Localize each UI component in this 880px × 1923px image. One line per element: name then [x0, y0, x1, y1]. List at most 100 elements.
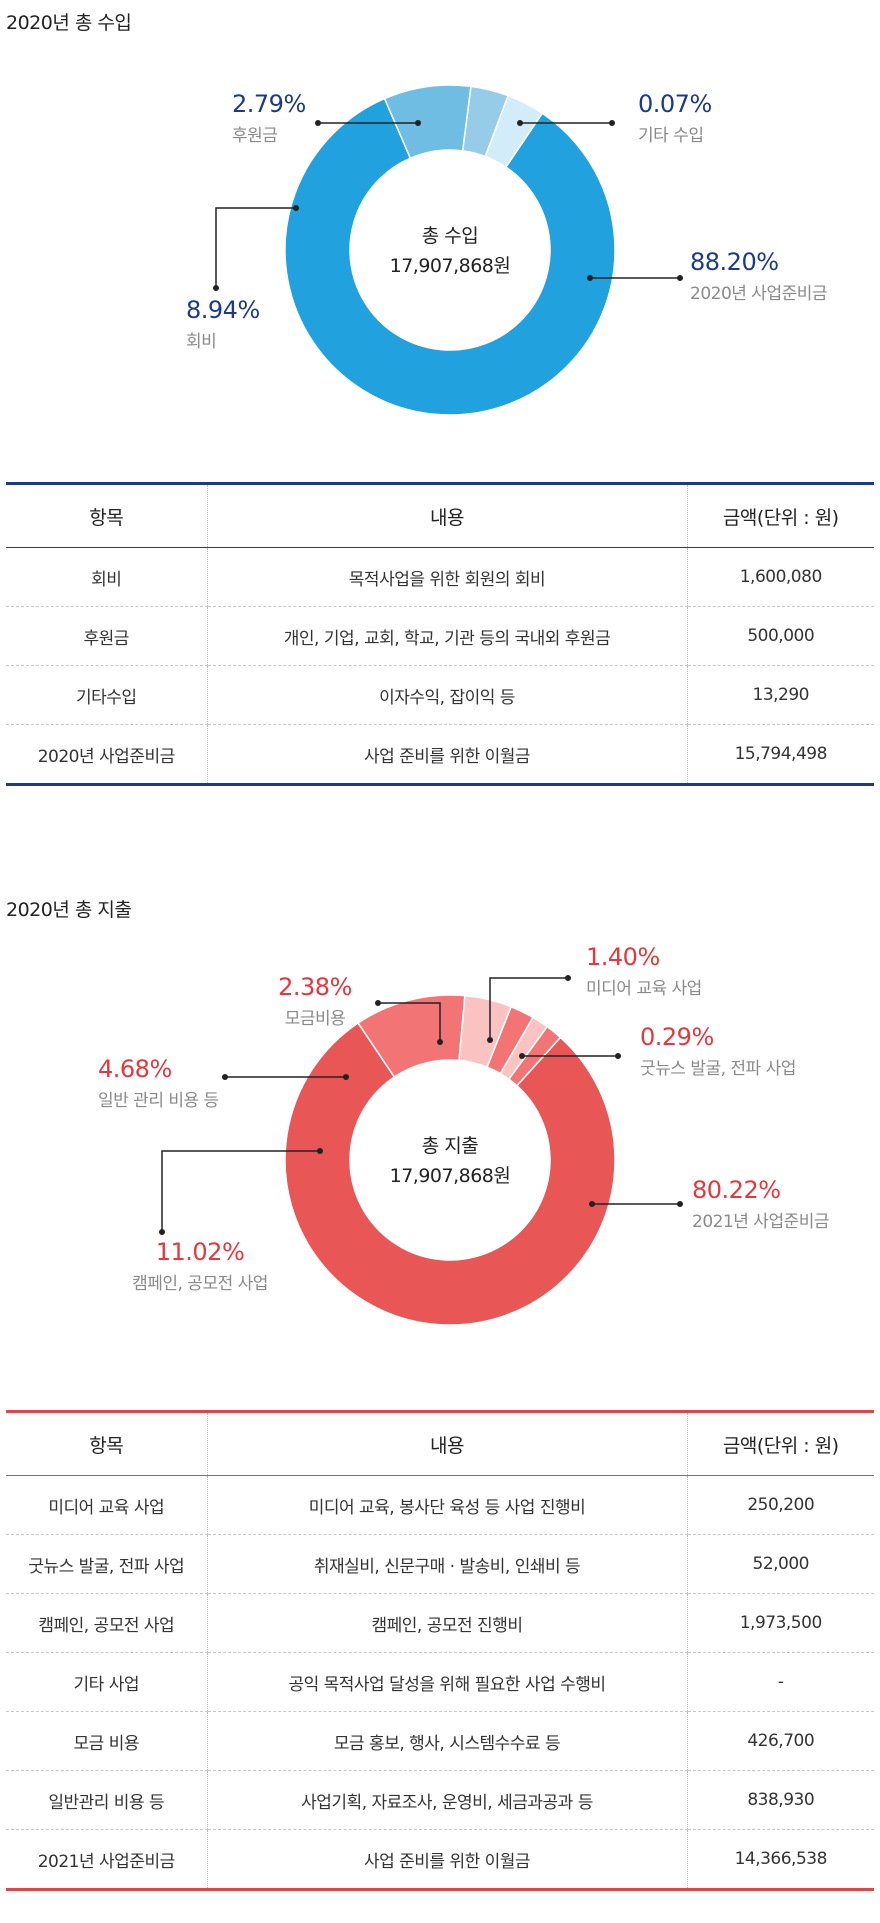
row-item: 후원금: [6, 606, 207, 666]
donut-center-label: 총 수입: [422, 225, 478, 247]
expense-donut-chart: 총 지출 17,907,868원 80.22% 2021년 사업준비금 11.02% 캠페…: [98, 943, 830, 1326]
callout-dot: [159, 1229, 165, 1235]
callout-dot: [375, 1000, 381, 1006]
callout-dot: [609, 120, 615, 126]
row-content: 목적사업을 위한 회원의 회비: [206, 547, 687, 607]
donut-slice: [484, 94, 544, 169]
row-content: 모금 홍보, 행사, 시스템수수료 등: [206, 1711, 687, 1771]
slice-name-label: 2021년 사업준비금: [692, 1212, 829, 1232]
expense-section-title: 2020년 총 지출: [6, 899, 132, 921]
row-content: 사업 준비를 위한 이월금: [206, 724, 687, 785]
row-content: 미디어 교육, 봉사단 육성 등 사업 진행비: [206, 1475, 687, 1535]
row-content: 캠페인, 공모전 진행비: [206, 1593, 687, 1653]
callout-line: [378, 1002, 441, 1042]
callout-dot: [317, 1148, 323, 1154]
callout-dot: [293, 205, 299, 211]
row-amount: 500,000: [686, 606, 874, 666]
row-item: 일반관리 비용 등: [6, 1770, 207, 1830]
row-item: 굿뉴스 발굴, 전파 사업: [6, 1534, 207, 1594]
row-content: 이자수익, 잡이익 등: [206, 665, 687, 725]
row-content: 공익 목적사업 달성을 위해 필요한 사업 수행비: [206, 1652, 687, 1712]
row-item: 기타 사업: [6, 1652, 207, 1712]
table-row: 2020년 사업준비금 사업 준비를 위한 이월금 15,794,498: [6, 724, 874, 785]
row-amount: 1,600,080: [686, 547, 874, 607]
header-item: 항목: [89, 1434, 124, 1457]
callout-dot: [517, 120, 523, 126]
row-amount: 1,973,500: [686, 1593, 874, 1653]
row-amount: 14,366,538: [686, 1829, 874, 1890]
callout-dot: [222, 1074, 228, 1080]
callout-dot: [437, 1039, 443, 1045]
callout-dot: [519, 1053, 525, 1059]
slice-name-label: 기타 수입: [638, 126, 703, 146]
row-amount: 13,290: [686, 665, 874, 725]
callout-dot: [487, 1037, 493, 1043]
header-content: 내용: [206, 483, 687, 548]
slice-percent-label: 88.20%: [690, 248, 779, 276]
row-content: 취재실비, 신문구매 · 발송비, 인쇄비 등: [206, 1534, 687, 1594]
callout-dot: [213, 285, 219, 291]
slice-name-label: 회비: [186, 332, 216, 352]
slice-name-label: 굿뉴스 발굴, 전파 사업: [640, 1059, 796, 1079]
donut-slice: [284, 1021, 616, 1326]
table-row: 일반관리 비용 등 사업기획, 자료조사, 운영비, 세금과공과 등 838,9…: [6, 1770, 874, 1830]
slice-name-label: 일반 관리 비용 등: [98, 1091, 219, 1111]
table-row: 기타 사업 공익 목적사업 달성을 위해 필요한 사업 수행비 -: [6, 1652, 874, 1712]
slice-name-label: 2020년 사업준비금: [690, 284, 827, 304]
slice-name-label: 후원금: [232, 126, 277, 146]
slice-percent-label: 8.94%: [186, 296, 260, 324]
callout-dot: [677, 1201, 683, 1207]
income-donut-chart: 총 수입 17,907,868원 88.20% 2020년 사업준비금 8.94% 회비 2…: [186, 84, 828, 416]
callout-dot: [565, 975, 571, 981]
table-row: 미디어 교육 사업 미디어 교육, 봉사단 육성 등 사업 진행비 250,20…: [6, 1475, 874, 1535]
row-amount: 426,700: [686, 1711, 874, 1771]
income-table: 항목 내용 금액(단위 : 원) 회비 목적사업을 위한 회원의 회비 1,60…: [6, 482, 874, 786]
slice-percent-label: 0.29%: [640, 1023, 714, 1051]
callout-dot: [677, 275, 683, 281]
callout-line: [489, 977, 568, 1040]
callout-dot: [587, 275, 593, 281]
slice-percent-label: 80.22%: [692, 1176, 781, 1204]
income-table-header-row: 항목 내용 금액(단위 : 원): [6, 483, 874, 548]
header-content: 내용: [206, 1411, 687, 1476]
row-amount: 52,000: [686, 1534, 874, 1594]
slice-percent-label: 2.79%: [232, 90, 306, 118]
slice-name-label: 모금비용: [285, 1009, 346, 1029]
slice-percent-label: 0.07%: [638, 90, 712, 118]
table-row: 기타수입 이자수익, 잡이익 등 13,290: [6, 665, 874, 725]
table-row: 굿뉴스 발굴, 전파 사업 취재실비, 신문구매 · 발송비, 인쇄비 등 52…: [6, 1534, 874, 1594]
donut-slice: [284, 97, 616, 416]
donut-center-label: 총 지출: [422, 1135, 478, 1157]
row-content: 사업 준비를 위한 이월금: [206, 1829, 687, 1890]
row-item: 기타수입: [6, 665, 207, 725]
row-item: 2020년 사업준비금: [37, 746, 176, 767]
header-item: 항목: [89, 506, 124, 529]
table-row: 캠페인, 공모전 사업 캠페인, 공모전 진행비 1,973,500: [6, 1593, 874, 1653]
row-amount: -: [686, 1652, 874, 1712]
callout-dot: [315, 120, 321, 126]
donut-center-value: 17,907,868원: [390, 255, 511, 277]
expense-table-header-row: 항목 내용 금액(단위 : 원): [6, 1411, 874, 1476]
header-amount: 금액(단위 : 원): [686, 1411, 874, 1476]
callout-dot: [343, 1074, 349, 1080]
callout-dot: [589, 1201, 595, 1207]
table-row: 회비 목적사업을 위한 회원의 회비 1,600,080: [6, 547, 874, 607]
row-item: 2021년 사업준비금: [37, 1851, 176, 1872]
table-row: 모금 비용 모금 홍보, 행사, 시스템수수료 등 426,700: [6, 1711, 874, 1771]
expense-table: 항목 내용 금액(단위 : 원) 미디어 교육 사업 미디어 교육, 봉사단 육…: [6, 1410, 874, 1891]
callout-dot: [615, 1053, 621, 1059]
table-row: 후원금 개인, 기업, 교회, 학교, 기관 등의 국내외 후원금 500,00…: [6, 606, 874, 666]
donut-center-value: 17,907,868원: [390, 1165, 511, 1187]
row-item: 캠페인, 공모전 사업: [6, 1593, 207, 1653]
table-row: 2021년 사업준비금 사업 준비를 위한 이월금 14,366,538: [6, 1829, 874, 1890]
slice-percent-label: 4.68%: [98, 1055, 172, 1083]
income-section-title: 2020년 총 수입: [6, 12, 132, 34]
callout-line: [161, 1150, 320, 1232]
slice-name-label: 미디어 교육 사업: [586, 979, 702, 999]
row-amount: 250,200: [686, 1475, 874, 1535]
row-amount: 838,930: [686, 1770, 874, 1830]
row-content: 개인, 기업, 교회, 학교, 기관 등의 국내외 후원금: [206, 606, 687, 666]
callout-dot: [415, 120, 421, 126]
header-amount: 금액(단위 : 원): [686, 483, 874, 548]
row-item: 회비: [6, 547, 207, 607]
